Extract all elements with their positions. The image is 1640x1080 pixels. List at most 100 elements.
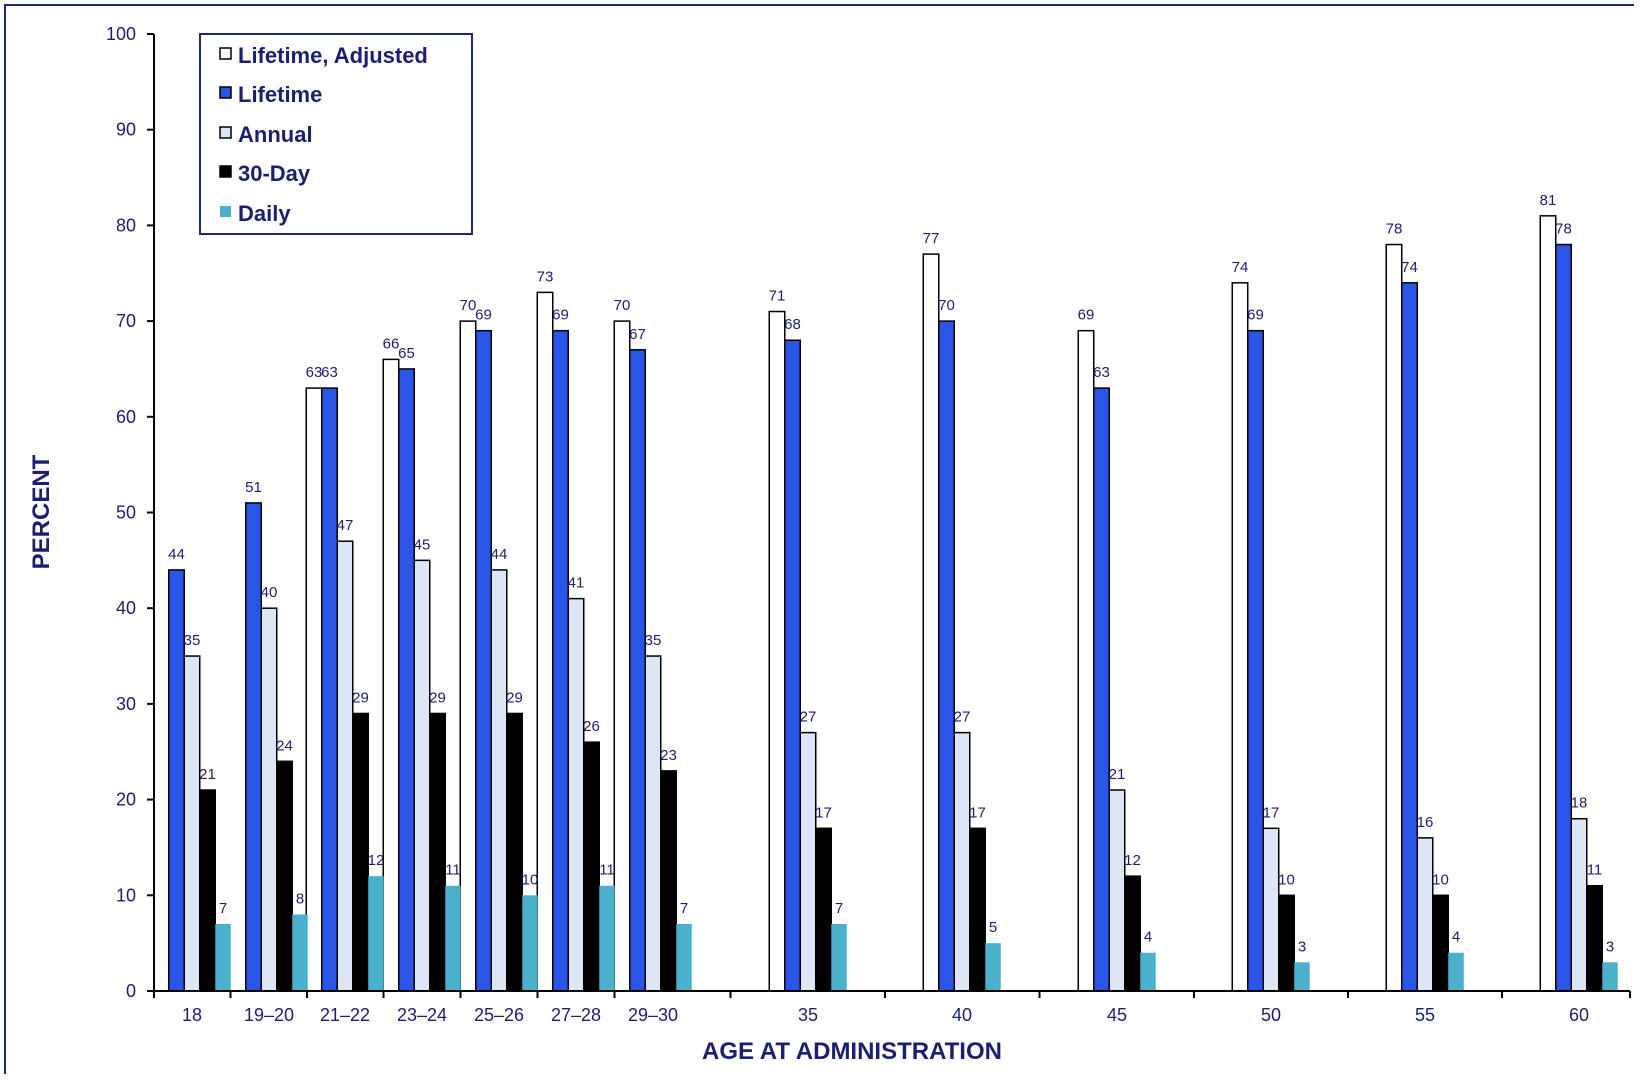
bar-30-day-7 <box>815 827 832 992</box>
bar-lifetime-12 <box>1555 243 1572 992</box>
bar-annual-1 <box>260 607 278 992</box>
bar-daily-0 <box>215 924 231 991</box>
data-label: 21 <box>1109 766 1126 783</box>
data-label: 18 <box>1571 795 1588 812</box>
data-label: 23 <box>660 747 677 764</box>
data-label: 51 <box>245 479 262 496</box>
x-tick-label: 19–20 <box>244 1005 294 1025</box>
x-tick-label: 40 <box>952 1005 972 1025</box>
bar-30-day-5 <box>583 741 600 992</box>
bar-daily-11 <box>1448 952 1464 991</box>
data-label: 67 <box>629 326 646 343</box>
data-label: 5 <box>989 919 997 936</box>
bar-lifetime-adjusted-8 <box>922 253 940 992</box>
bar-daily-10 <box>1294 962 1310 991</box>
data-label: 3 <box>1606 938 1614 955</box>
data-label: 71 <box>769 288 786 305</box>
x-tick-label: 25–26 <box>474 1005 524 1025</box>
data-label: 7 <box>835 900 843 917</box>
y-tick-label: 50 <box>116 503 136 523</box>
data-label: 73 <box>537 268 554 285</box>
bar-daily-4 <box>522 895 538 991</box>
data-label: 70 <box>938 297 955 314</box>
bar-lifetime-10 <box>1247 329 1264 992</box>
bar-30-day-10 <box>1278 894 1295 992</box>
bar-daily-12 <box>1602 962 1618 991</box>
bar-annual-3 <box>413 559 431 992</box>
bar-annual-7 <box>799 731 817 992</box>
bar-lifetime-adjusted-12 <box>1539 215 1557 992</box>
data-label: 29 <box>352 689 369 706</box>
y-tick-label: 70 <box>116 311 136 331</box>
data-label: 27 <box>800 709 817 726</box>
data-label: 69 <box>1247 307 1264 324</box>
x-axis-title: AGE AT ADMINISTRATION <box>702 1038 1002 1065</box>
data-label: 7 <box>219 900 227 917</box>
data-label: 12 <box>1124 852 1141 869</box>
bar-daily-5 <box>599 885 615 991</box>
data-label: 10 <box>522 871 539 888</box>
bar-lifetime-5 <box>552 329 569 992</box>
data-label: 4 <box>1452 929 1460 946</box>
data-label: 63 <box>1093 364 1110 381</box>
bar-lifetime-0 <box>168 569 185 992</box>
bar-daily-9 <box>1140 952 1156 991</box>
bar-daily-8 <box>985 943 1001 991</box>
bar-lifetime-11 <box>1401 282 1418 992</box>
data-label: 74 <box>1401 259 1418 276</box>
data-label: 29 <box>429 689 446 706</box>
bar-lifetime-adjusted-7 <box>768 310 786 992</box>
x-tick-label: 35 <box>798 1005 818 1025</box>
data-label: 10 <box>1432 871 1449 888</box>
bar-lifetime-adjusted-6 <box>613 320 631 992</box>
bar-annual-4 <box>490 569 508 992</box>
bar-lifetime-1 <box>245 502 262 992</box>
bar-lifetime-adjusted-2 <box>305 387 323 992</box>
legend-swatch <box>219 165 232 178</box>
data-label: 8 <box>296 890 304 907</box>
data-label: 11 <box>445 862 461 879</box>
bar-annual-10 <box>1262 827 1280 992</box>
data-label: 68 <box>784 316 801 333</box>
data-label: 70 <box>614 297 631 314</box>
legend-swatch <box>219 47 232 60</box>
legend-label: 30-Day <box>238 161 311 186</box>
data-label: 77 <box>923 230 940 247</box>
data-label: 12 <box>368 852 385 869</box>
y-tick-label: 30 <box>116 694 136 714</box>
bar-30-day-4 <box>506 712 523 992</box>
data-label: 17 <box>815 804 832 821</box>
bar-annual-12 <box>1570 817 1588 992</box>
data-label: 11 <box>1587 862 1603 879</box>
bar-lifetime-adjusted-10 <box>1231 282 1249 992</box>
bar-daily-6 <box>676 924 692 991</box>
data-label: 69 <box>475 307 492 324</box>
bar-30-day-2 <box>352 712 369 992</box>
x-tick-label: 21–22 <box>320 1005 370 1025</box>
legend-swatch <box>219 126 232 139</box>
bar-30-day-9 <box>1124 875 1141 992</box>
bar-lifetime-6 <box>629 349 646 992</box>
x-tick-label: 60 <box>1569 1005 1589 1025</box>
bar-lifetime-adjusted-11 <box>1385 243 1403 992</box>
legend: Lifetime, Adjusted Lifetime Annual 30-Day Da… <box>199 33 473 235</box>
bar-30-day-11 <box>1432 894 1449 992</box>
bar-annual-11 <box>1416 837 1434 992</box>
bar-daily-3 <box>445 885 461 991</box>
bar-30-day-1 <box>276 760 293 992</box>
bar-daily-7 <box>831 924 847 991</box>
y-tick-label: 10 <box>116 885 136 905</box>
legend-label: Lifetime, Adjusted <box>238 43 428 68</box>
bar-lifetime-3 <box>398 368 415 992</box>
data-label: 45 <box>414 536 431 553</box>
data-label: 78 <box>1386 221 1403 238</box>
legend-label: Annual <box>238 122 313 147</box>
bar-daily-2 <box>368 876 384 991</box>
data-label: 44 <box>491 546 508 563</box>
x-tick-label: 45 <box>1107 1005 1127 1025</box>
bar-annual-6 <box>644 655 662 992</box>
y-tick-label: 60 <box>116 407 136 427</box>
legend-label: Daily <box>238 201 291 226</box>
legend-swatch <box>220 206 231 217</box>
